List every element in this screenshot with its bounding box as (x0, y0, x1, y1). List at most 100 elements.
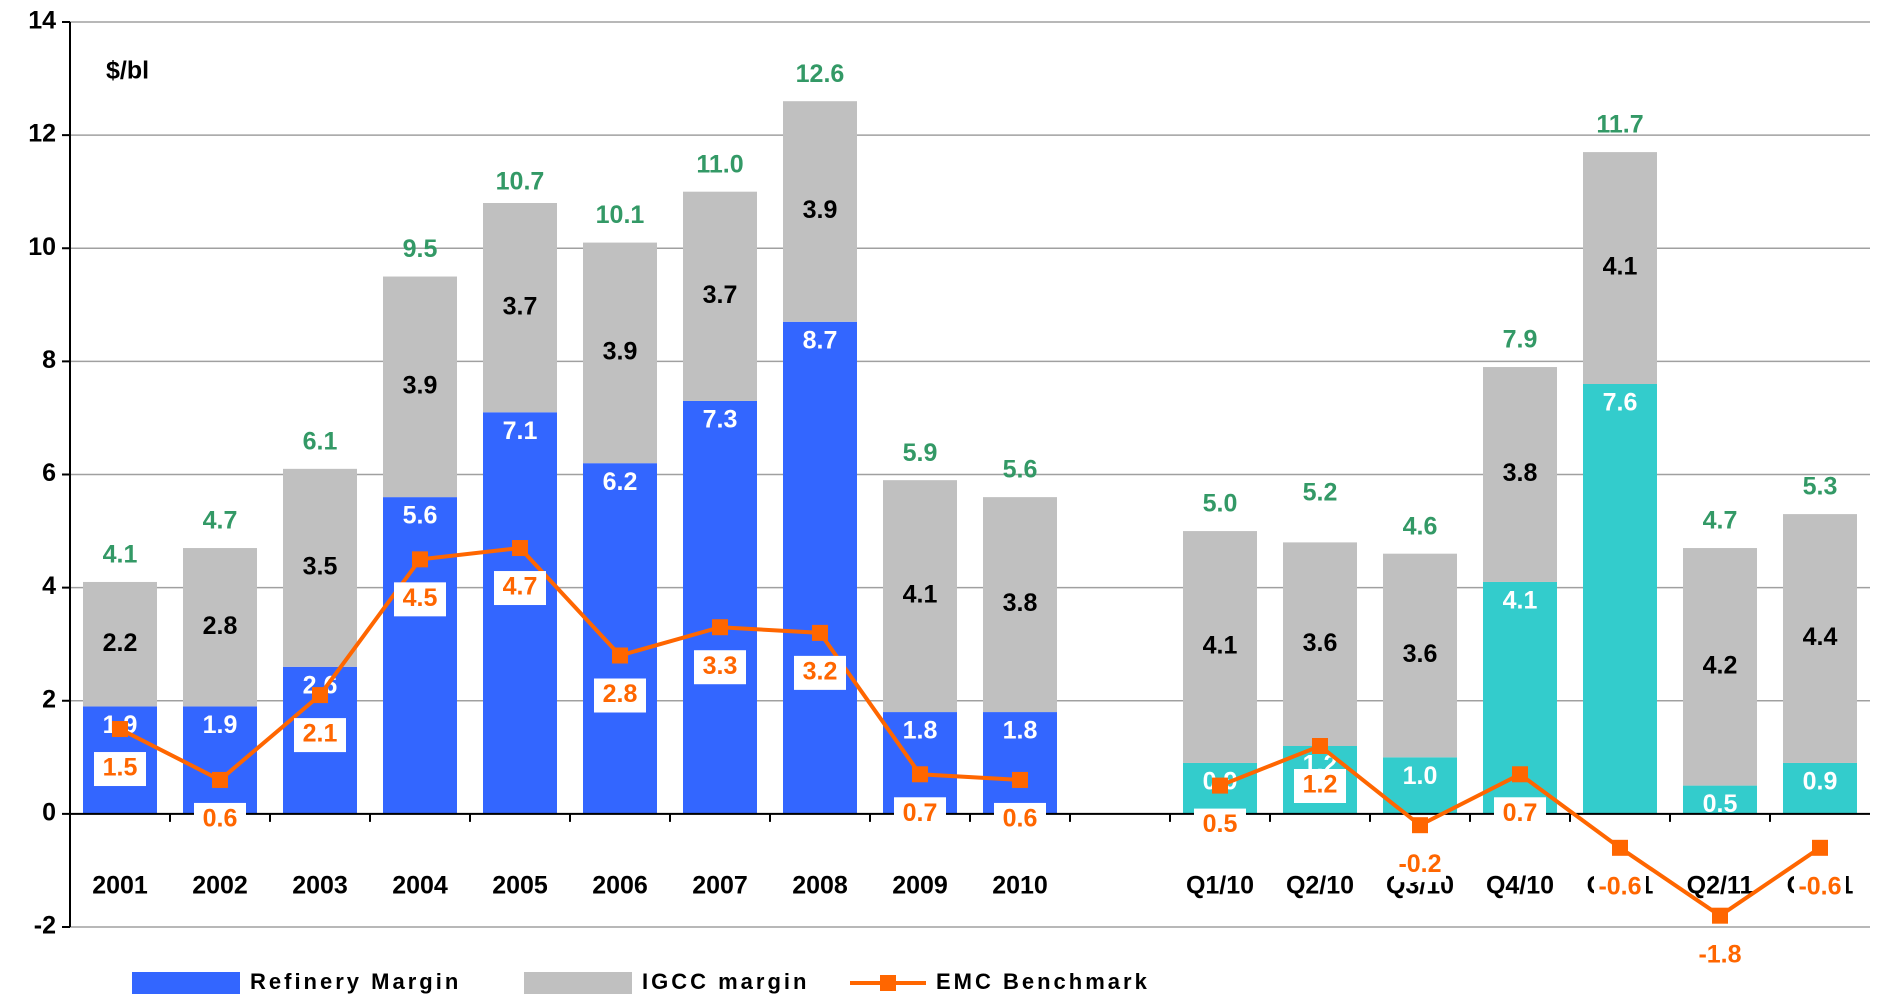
legend-label: Refinery Margin (250, 969, 461, 994)
value-label: 4.1 (1603, 253, 1638, 281)
bar-segment (1683, 548, 1757, 786)
total-label: 10.7 (496, 167, 545, 195)
bar-segment (183, 548, 257, 707)
value-label: 2.8 (603, 680, 638, 708)
bar-segment (783, 321, 857, 814)
value-label: 3.8 (1003, 589, 1038, 617)
value-label: 1.9 (203, 711, 238, 739)
label-box (1294, 769, 1346, 803)
y-tick-label: 12 (28, 120, 56, 148)
y-tick-label: 4 (42, 572, 56, 600)
total-label: 5.9 (903, 439, 938, 467)
legend-swatch (132, 972, 240, 994)
value-label: 3.8 (1503, 459, 1538, 487)
label-box (1194, 808, 1246, 843)
bar-segment (1583, 384, 1657, 814)
total-label: 5.6 (1003, 456, 1038, 484)
line-marker (1612, 839, 1628, 856)
line-marker (312, 687, 328, 704)
bar-segment (383, 497, 457, 814)
bar-segment (1183, 531, 1257, 763)
value-label: -0.2 (1398, 850, 1441, 878)
total-label: 6.1 (303, 427, 338, 455)
value-label: 1.8 (1003, 717, 1038, 745)
value-label: 0.5 (1203, 810, 1238, 838)
label-box (694, 650, 746, 685)
y-tick-label: 14 (28, 7, 56, 35)
value-label: 1.5 (103, 754, 138, 782)
bar-segment (883, 480, 957, 713)
value-label: 0.9 (1803, 768, 1838, 796)
line-marker (412, 551, 428, 568)
line-marker (1512, 766, 1528, 783)
value-label: 3.5 (303, 552, 338, 580)
bar-segment (583, 242, 657, 464)
x-tick-label: 2003 (292, 872, 348, 900)
total-label: 5.0 (1203, 490, 1238, 518)
total-label: 4.6 (1403, 512, 1438, 540)
bar-segment (283, 468, 357, 667)
total-label: 5.3 (1803, 473, 1838, 501)
line-marker (612, 647, 628, 664)
value-label: 3.6 (1303, 629, 1338, 657)
value-label: 5.6 (403, 502, 438, 530)
value-label: 4.1 (1503, 587, 1538, 615)
line-marker (712, 619, 728, 636)
value-label: 2.8 (203, 612, 238, 640)
label-box (1794, 870, 1846, 905)
total-label: 10.1 (596, 201, 645, 229)
x-tick-label: Q2/11 (1687, 872, 1754, 900)
value-label: 2.2 (103, 629, 138, 657)
value-label: 7.6 (1603, 389, 1638, 417)
value-label: -0.6 (1598, 872, 1641, 900)
label-box (994, 802, 1046, 837)
value-label: 4.5 (403, 584, 438, 612)
bar-segment (1683, 785, 1757, 814)
y-tick-label: 6 (42, 459, 56, 487)
value-label: 3.9 (403, 371, 438, 399)
x-tick-label: 2001 (92, 872, 148, 900)
value-label: 0.6 (203, 805, 238, 833)
value-label: 7.3 (703, 406, 738, 434)
x-tick-label: 2008 (792, 872, 848, 900)
value-label: 4.2 (1703, 651, 1738, 679)
line-marker (1312, 738, 1328, 754)
label-box (594, 678, 646, 713)
bar-segment (583, 463, 657, 814)
legend-label: EMC Benchmark (936, 969, 1150, 994)
x-tick-label: Q4/10 (1486, 872, 1554, 900)
y-tick-label: -2 (34, 912, 56, 940)
x-tick-label: 2004 (392, 872, 448, 900)
bar-segment (1383, 553, 1457, 758)
line-marker (912, 766, 928, 783)
label-box (294, 718, 346, 753)
value-label: -1.8 (1698, 940, 1741, 968)
y-tick-label: 10 (28, 233, 56, 261)
value-label: 1.8 (903, 717, 938, 745)
value-label: 3.3 (703, 652, 738, 680)
legend-label: IGCC margin (642, 969, 809, 994)
value-label: 6.2 (603, 468, 638, 496)
label-box (1394, 848, 1446, 883)
total-label: 7.9 (1503, 326, 1538, 354)
line-marker (1212, 777, 1228, 794)
total-label: 9.5 (403, 235, 438, 263)
label-box (94, 752, 146, 787)
bar-segment (383, 276, 457, 498)
bar-segment (683, 191, 757, 401)
total-label: 5.2 (1303, 478, 1338, 506)
y-tick-label: 2 (42, 685, 56, 713)
label-box (894, 797, 946, 832)
bar-segment (883, 712, 957, 814)
x-tick-label: 2005 (492, 872, 548, 900)
x-tick-label: 2010 (992, 872, 1048, 900)
value-label: 0.7 (903, 799, 938, 827)
value-label: 4.4 (1803, 623, 1838, 651)
value-label: 3.7 (503, 292, 538, 320)
line-marker (1412, 817, 1428, 834)
value-label: 3.9 (803, 196, 838, 224)
value-label: 4.1 (903, 581, 938, 609)
bar-segment (683, 400, 757, 814)
bar-segment (983, 712, 1057, 814)
